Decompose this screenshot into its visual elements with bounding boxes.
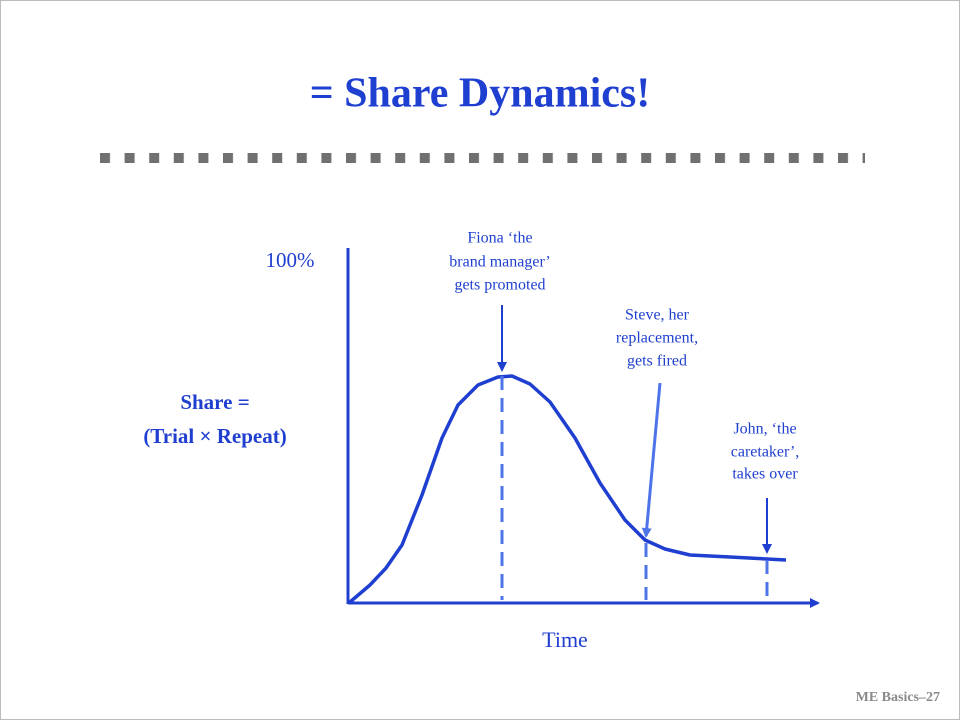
annotation: gets fired	[627, 353, 687, 370]
footer: ME Basics–27	[856, 690, 940, 705]
title: = Share Dynamics!	[310, 71, 651, 117]
annotation: gets promoted	[454, 277, 545, 294]
annotation: Steve, her	[625, 307, 690, 324]
annotation: brand manager’	[449, 254, 550, 271]
x-label: Time	[542, 627, 588, 652]
y-label: Share =	[180, 390, 249, 414]
share-curve	[348, 374, 787, 604]
annotation: replacement,	[616, 330, 698, 347]
plot	[346, 248, 820, 608]
annotation: Fiona ‘the	[467, 230, 532, 247]
annotation: takes over	[732, 466, 798, 483]
arrow	[641, 382, 662, 538]
y-top-label: 100%	[266, 248, 315, 272]
annotation: caretaker’,	[731, 444, 800, 461]
annotations: Fiona ‘the brand manager’ gets promoted …	[449, 230, 799, 483]
divider	[100, 153, 865, 163]
y-label: (Trial × Repeat)	[143, 424, 286, 448]
annotation: John, ‘the	[733, 421, 796, 438]
